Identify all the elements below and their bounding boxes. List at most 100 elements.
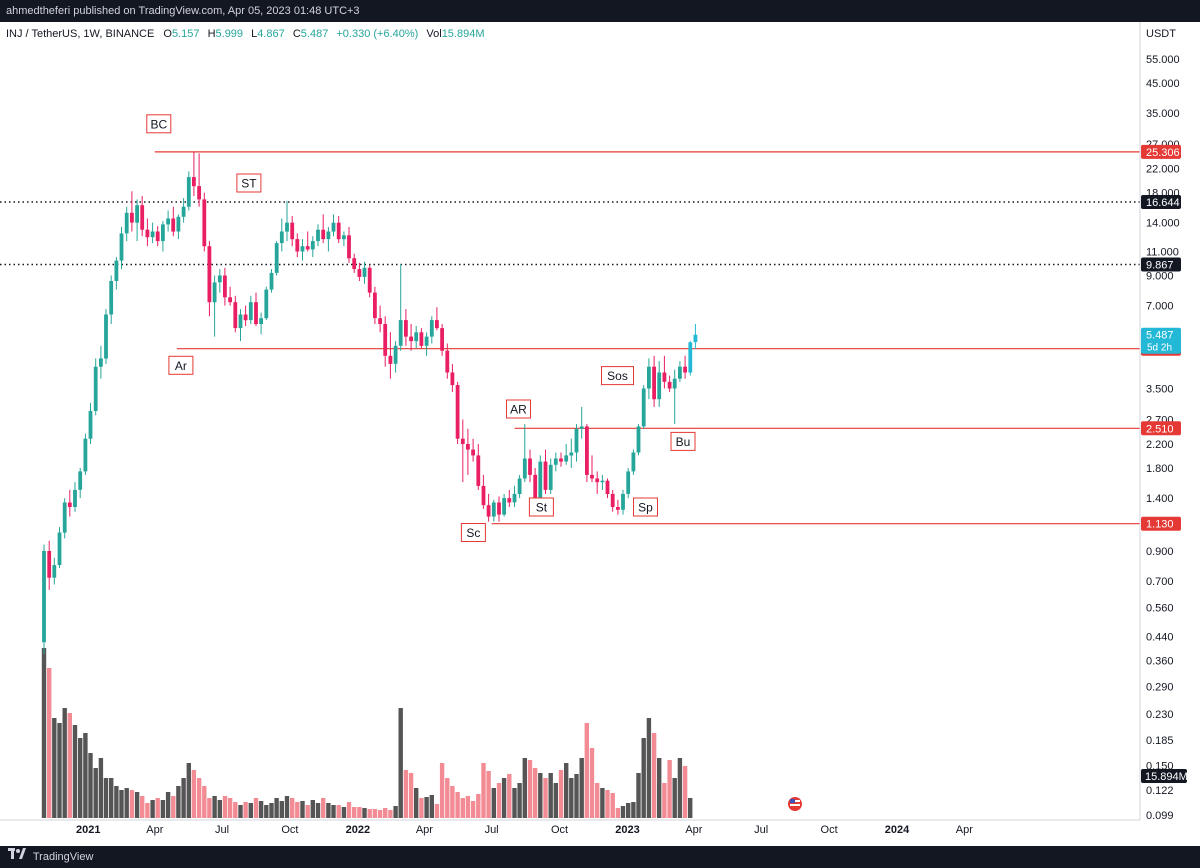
open-value: 5.157	[172, 28, 200, 40]
candle	[404, 309, 408, 346]
candle	[192, 151, 196, 196]
candle	[585, 424, 589, 483]
volume-bar	[290, 798, 295, 818]
time-tick-label: Oct	[821, 824, 838, 836]
candle	[274, 241, 279, 276]
candle	[512, 485, 517, 507]
candle	[626, 468, 631, 499]
symbol-legend[interactable]: INJ / TetherUS, 1W, BINANCE O5.157 H5.99…	[6, 28, 485, 40]
candle	[357, 262, 362, 281]
candle	[486, 493, 491, 522]
candle	[254, 292, 258, 326]
annotation-label[interactable]: St	[528, 497, 554, 517]
candle	[321, 214, 326, 244]
svg-text:16.644: 16.644	[1146, 197, 1180, 209]
candle	[528, 449, 532, 483]
price-axis[interactable]: 55.00045.00035.00027.00022.00018.00014.0…	[1146, 54, 1180, 822]
brand-name: TradingView	[32, 851, 94, 863]
volume-bar	[114, 786, 119, 818]
volume-bar	[176, 786, 181, 818]
candle	[419, 328, 424, 349]
volume-bar	[124, 788, 129, 818]
candle	[388, 332, 393, 379]
candle	[197, 153, 201, 207]
price-tick-label: 7.000	[1146, 301, 1174, 313]
candle	[259, 312, 263, 335]
volume-bar	[677, 758, 683, 818]
svg-text:1.130: 1.130	[1146, 519, 1174, 531]
candle	[88, 403, 93, 444]
candle	[481, 474, 486, 509]
volume-bar	[631, 802, 636, 818]
candle	[491, 499, 496, 522]
volume-bar	[610, 793, 615, 818]
volume-bar	[352, 807, 357, 818]
annotation-text: AR	[510, 403, 527, 417]
candle	[424, 332, 429, 356]
volume-bar	[398, 708, 403, 818]
volume-bar	[93, 768, 98, 818]
volume-bar	[538, 773, 543, 818]
price-tick-label: 9.000	[1146, 271, 1174, 283]
candle	[373, 286, 377, 324]
volume-bar	[52, 718, 57, 818]
volume-bar	[527, 760, 533, 818]
annotation-label[interactable]: ST	[236, 173, 262, 193]
volume-bar	[258, 801, 264, 818]
volume-bar	[626, 803, 631, 818]
candle	[305, 231, 310, 252]
annotation-text: Sc	[466, 526, 480, 540]
volume-bar	[657, 758, 662, 818]
volume-bar	[217, 800, 222, 818]
vol-value: 15.894M	[442, 28, 485, 40]
volume-bar	[202, 786, 207, 818]
price-tick-label: 0.122	[1146, 785, 1174, 797]
bar-countdown: 5d 2h	[1147, 343, 1172, 354]
candle	[378, 305, 382, 333]
candle	[362, 261, 367, 284]
annotation-label[interactable]: Sc	[460, 523, 486, 542]
time-tick-label: 2022	[346, 824, 370, 836]
volume-bar	[620, 806, 626, 818]
annotation-label[interactable]: Ar	[168, 355, 194, 375]
annotation-text: Sos	[607, 369, 628, 383]
flag-icon[interactable]	[788, 797, 802, 811]
candle	[42, 544, 46, 655]
volume-bar	[207, 798, 212, 818]
tradingview-logo-icon	[8, 846, 26, 868]
candle	[647, 358, 651, 400]
candle	[104, 309, 108, 364]
candle	[161, 221, 165, 252]
vol-label: Vol	[426, 28, 441, 40]
volume-bar	[481, 763, 486, 818]
svg-text:2.510: 2.510	[1146, 423, 1174, 435]
candle	[279, 218, 284, 252]
annotation-label[interactable]: AR	[506, 399, 531, 419]
candle	[238, 309, 243, 342]
time-tick-label: Jul	[754, 824, 768, 836]
volume-bar	[651, 733, 657, 818]
candle	[233, 295, 238, 333]
time-axis[interactable]: 2021 Apr Jul Oct 2022 Apr Jul Oct 2023 Apr Jul Oct 2…	[76, 824, 973, 836]
last-price-value: 5.487	[1146, 330, 1174, 342]
candle	[212, 275, 217, 337]
volume-bar	[119, 790, 124, 818]
candle	[331, 214, 336, 237]
change-value: +0.330 (+6.40%)	[336, 28, 418, 40]
annotation-label[interactable]: BC	[146, 114, 172, 134]
annotation-label[interactable]: Bu	[670, 431, 696, 451]
candle	[342, 231, 346, 247]
candle	[352, 253, 357, 273]
svg-text:9.867: 9.867	[1146, 260, 1174, 272]
candle	[150, 222, 155, 244]
candle	[93, 358, 98, 416]
candle	[181, 198, 186, 223]
volume-bar	[83, 733, 88, 818]
candle	[522, 424, 527, 483]
annotation-label[interactable]: Sos	[601, 366, 634, 386]
volume-bar	[248, 803, 253, 818]
annotation-label[interactable]: Sp	[633, 497, 658, 517]
price-chart[interactable]: BC ST Ar Sos AR Bu St Sp Sc 55.00045.00035.00027…	[0, 22, 1200, 846]
price-tags: 25.30616.6449.8674.8802.5101.1305.4875d …	[1141, 144, 1188, 783]
